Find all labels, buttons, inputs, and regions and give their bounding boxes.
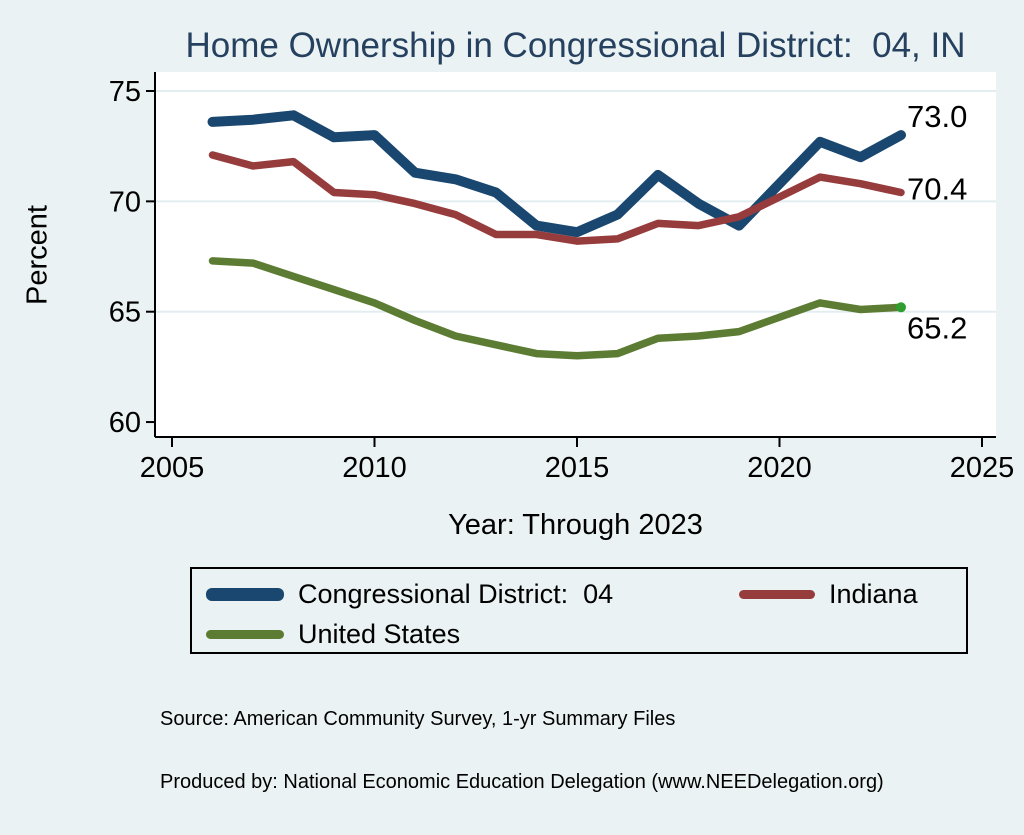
y-tick-label-65: 65: [109, 297, 141, 329]
legend-swatch-united-states: [206, 630, 284, 639]
legend-label-district: Congressional District: 04: [298, 579, 614, 609]
legend-swatch-indiana: [739, 590, 815, 599]
x-tick-label-2025: 2025: [950, 452, 1015, 484]
end-value-label-65.2: 65.2: [907, 310, 967, 345]
footer-produced-by-line: Produced by: National Economic Education…: [160, 771, 884, 793]
legend-label-indiana: Indiana: [829, 579, 918, 609]
legend: Congressional District: 04 Indiana Unite…: [190, 567, 968, 654]
y-tick-label-60: 60: [109, 407, 141, 439]
chart-line-indiana: [208, 151, 905, 245]
plot-area: 60 65 70 75 2005 2010 2015 2020 2025 73.0 70.4 65.2: [109, 72, 1015, 484]
chart-title: Home Ownership in Congressional District…: [185, 26, 966, 65]
end-value-label-70.4: 70.4: [907, 172, 967, 207]
legend-label-united-states: United States: [298, 619, 461, 649]
plot-background: [155, 72, 996, 437]
chart-canvas: Home Ownership in Congressional District…: [22, 26, 1015, 793]
y-tick-label-75: 75: [109, 76, 141, 108]
x-tick-label-2005: 2005: [140, 452, 205, 484]
footer: Source: American Community Survey, 1-yr …: [160, 667, 1000, 835]
x-axis-title: Year: Through 2023: [448, 509, 703, 541]
footer-source-line: Source: American Community Survey, 1-yr …: [160, 708, 676, 730]
end-value-label-73.0: 73.0: [907, 99, 967, 134]
end-point-marker: [896, 302, 906, 313]
chart-line-united-states: [208, 257, 905, 360]
x-tick-label-2010: 2010: [342, 452, 407, 484]
x-tick-label-2015: 2015: [545, 452, 610, 484]
chart-line-congressional-district-04: [207, 110, 906, 238]
y-tick-label-70: 70: [109, 186, 141, 218]
legend-swatch-district: [206, 588, 284, 601]
x-tick-label-2020: 2020: [747, 452, 812, 484]
